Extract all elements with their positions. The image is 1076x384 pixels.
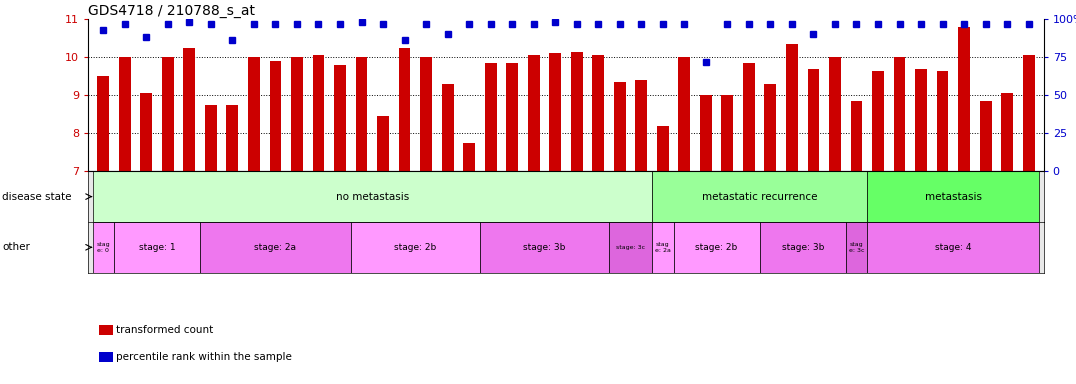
- Bar: [979, 101, 991, 171]
- Bar: [936, 71, 948, 171]
- Text: metastasis: metastasis: [925, 192, 981, 202]
- Bar: [867, 171, 1039, 222]
- Bar: [93, 171, 652, 222]
- Bar: [829, 57, 840, 171]
- Bar: [699, 95, 711, 171]
- Text: stage: 2b: stage: 2b: [695, 243, 738, 252]
- Bar: [183, 48, 195, 171]
- Bar: [355, 57, 367, 171]
- Bar: [760, 222, 846, 273]
- Bar: [867, 222, 1039, 273]
- Bar: [1022, 55, 1034, 171]
- Text: GDS4718 / 210788_s_at: GDS4718 / 210788_s_at: [88, 4, 255, 18]
- Bar: [312, 55, 324, 171]
- Bar: [850, 101, 862, 171]
- Bar: [721, 95, 733, 171]
- Bar: [958, 27, 969, 171]
- Bar: [420, 57, 431, 171]
- Bar: [807, 69, 819, 171]
- Bar: [570, 51, 582, 171]
- Text: stage: 2b: stage: 2b: [394, 243, 437, 252]
- Bar: [334, 65, 345, 171]
- Text: no metastasis: no metastasis: [336, 192, 409, 202]
- Text: stage: 3b: stage: 3b: [781, 243, 824, 252]
- Text: stage: 2a: stage: 2a: [254, 243, 297, 252]
- Bar: [742, 63, 754, 171]
- Bar: [269, 61, 281, 171]
- Bar: [674, 222, 760, 273]
- Bar: [613, 82, 625, 171]
- Text: transformed count: transformed count: [116, 325, 213, 335]
- Bar: [161, 57, 173, 171]
- Bar: [140, 93, 153, 171]
- Bar: [480, 222, 609, 273]
- Bar: [549, 53, 561, 171]
- Bar: [247, 57, 259, 171]
- Bar: [915, 69, 926, 171]
- Text: stage: 4: stage: 4: [935, 243, 972, 252]
- Text: other: other: [2, 242, 30, 252]
- Bar: [484, 63, 496, 171]
- Bar: [652, 222, 674, 273]
- Bar: [678, 57, 690, 171]
- Bar: [463, 143, 475, 171]
- Bar: [592, 55, 604, 171]
- Text: stage: 3b: stage: 3b: [523, 243, 566, 252]
- Bar: [377, 116, 388, 171]
- Bar: [226, 105, 238, 171]
- Bar: [97, 76, 109, 171]
- Bar: [1001, 93, 1013, 171]
- Text: percentile rank within the sample: percentile rank within the sample: [116, 352, 292, 362]
- Bar: [527, 55, 539, 171]
- Bar: [204, 105, 216, 171]
- Bar: [652, 171, 867, 222]
- Bar: [118, 57, 130, 171]
- Bar: [893, 57, 905, 171]
- Bar: [93, 222, 114, 273]
- Text: stage: 1: stage: 1: [139, 243, 175, 252]
- Bar: [846, 222, 867, 273]
- Bar: [506, 63, 518, 171]
- Bar: [635, 80, 647, 171]
- Text: stage: 3c: stage: 3c: [615, 245, 646, 250]
- Bar: [398, 48, 410, 171]
- Text: metastatic recurrence: metastatic recurrence: [702, 192, 818, 202]
- Bar: [785, 44, 797, 171]
- Text: stag
e: 3c: stag e: 3c: [849, 242, 864, 253]
- Bar: [291, 57, 302, 171]
- Bar: [872, 71, 883, 171]
- Bar: [351, 222, 480, 273]
- Bar: [656, 126, 668, 171]
- Text: stag
e: 2a: stag e: 2a: [655, 242, 670, 253]
- Bar: [441, 84, 453, 171]
- Text: disease state: disease state: [2, 192, 72, 202]
- Bar: [609, 222, 652, 273]
- Bar: [764, 84, 776, 171]
- Bar: [114, 222, 200, 273]
- Bar: [200, 222, 351, 273]
- Text: stag
e: 0: stag e: 0: [97, 242, 110, 253]
